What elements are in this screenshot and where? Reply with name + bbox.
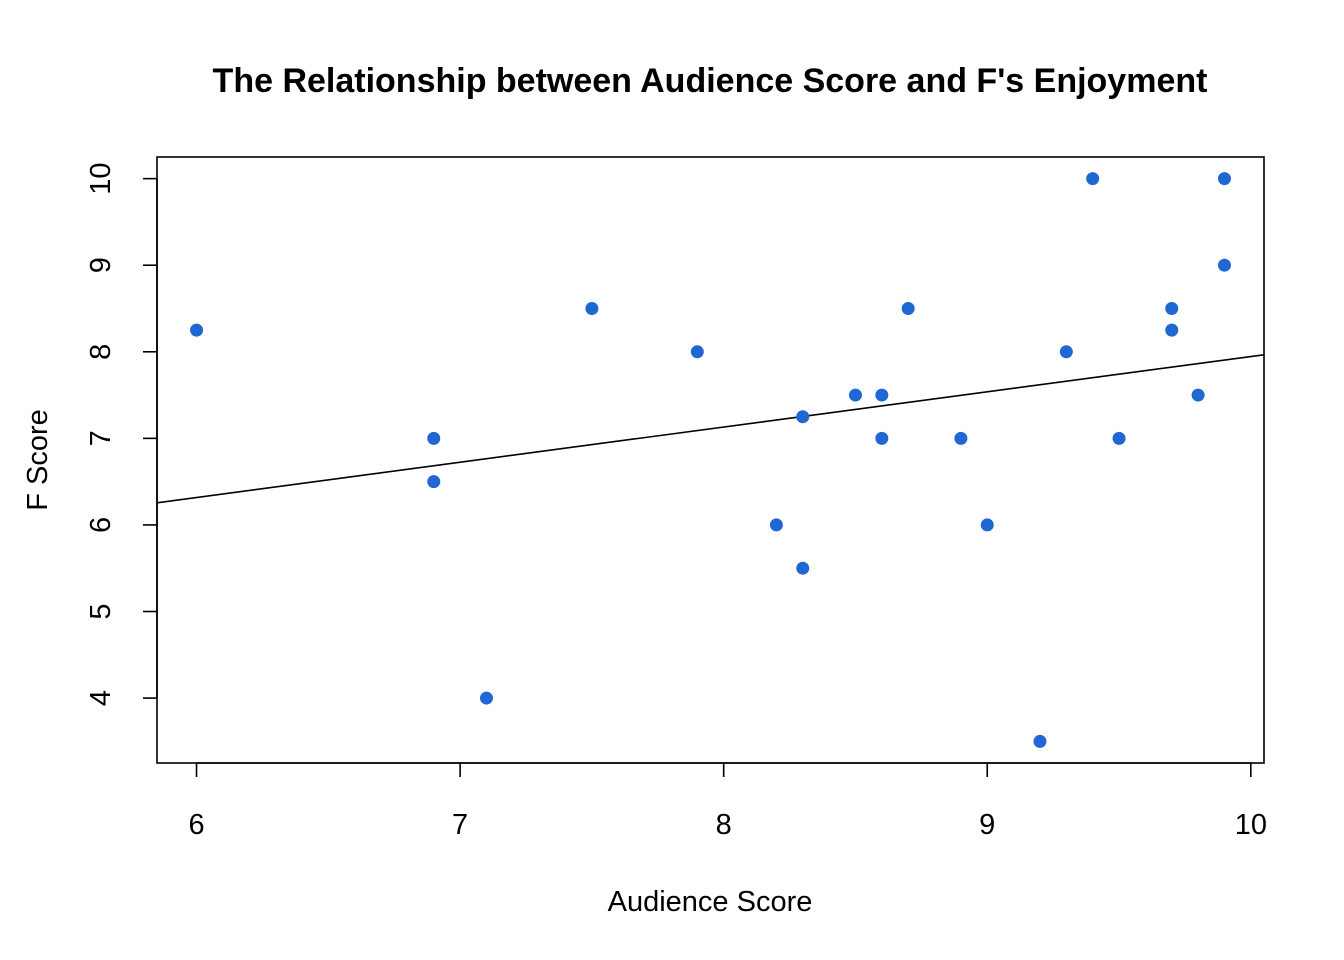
data-point-15 [1033,734,1047,748]
data-point-2 [427,475,441,489]
chart-title: The Relationship between Audience Score … [213,62,1208,100]
data-point-4 [585,302,599,315]
data-point-5 [690,345,704,359]
y-tick-label-6: 6 [85,517,117,533]
y-tick-label-7: 7 [85,430,117,446]
x-tick-label-10: 10 [1235,809,1267,841]
data-point-13 [954,431,968,445]
data-point-18 [1112,431,1126,445]
data-point-14 [980,518,994,532]
plot-area: 6 7 8 9 10 4 5 6 7 8 9 10 [85,156,1267,841]
x-tick-label-6: 6 [188,809,204,841]
regression-line [157,353,1264,504]
data-point-16 [1059,345,1073,359]
x-tick-label-7: 7 [452,809,468,841]
x-axis-label: Audience Score [608,886,813,918]
y-tick-label-4: 4 [85,690,117,706]
plot-border [156,156,1265,764]
x-tick-label-9: 9 [979,809,995,841]
data-point-3 [479,691,493,705]
y-tick-label-8: 8 [85,344,117,360]
data-point-11 [875,431,889,445]
data-point-21 [1191,388,1205,402]
data-point-8 [796,561,810,575]
data-point-10 [875,388,889,402]
x-tick-label-8: 8 [716,809,732,841]
data-point-0 [190,323,204,337]
data-point-23 [1217,258,1231,272]
y-axis-label: F Score [22,409,54,511]
data-point-20 [1165,323,1179,337]
data-point-9 [848,388,862,402]
data-point-22 [1217,172,1231,186]
data-point-1 [427,431,441,445]
data-point-19 [1165,302,1179,315]
y-tick-label-9: 9 [85,257,117,273]
y-tick-label-10: 10 [85,163,117,195]
y-tick-label-5: 5 [85,603,117,619]
data-point-7 [796,410,810,424]
data-point-17 [1086,172,1100,186]
data-point-12 [901,302,915,315]
data-point-6 [769,518,783,532]
